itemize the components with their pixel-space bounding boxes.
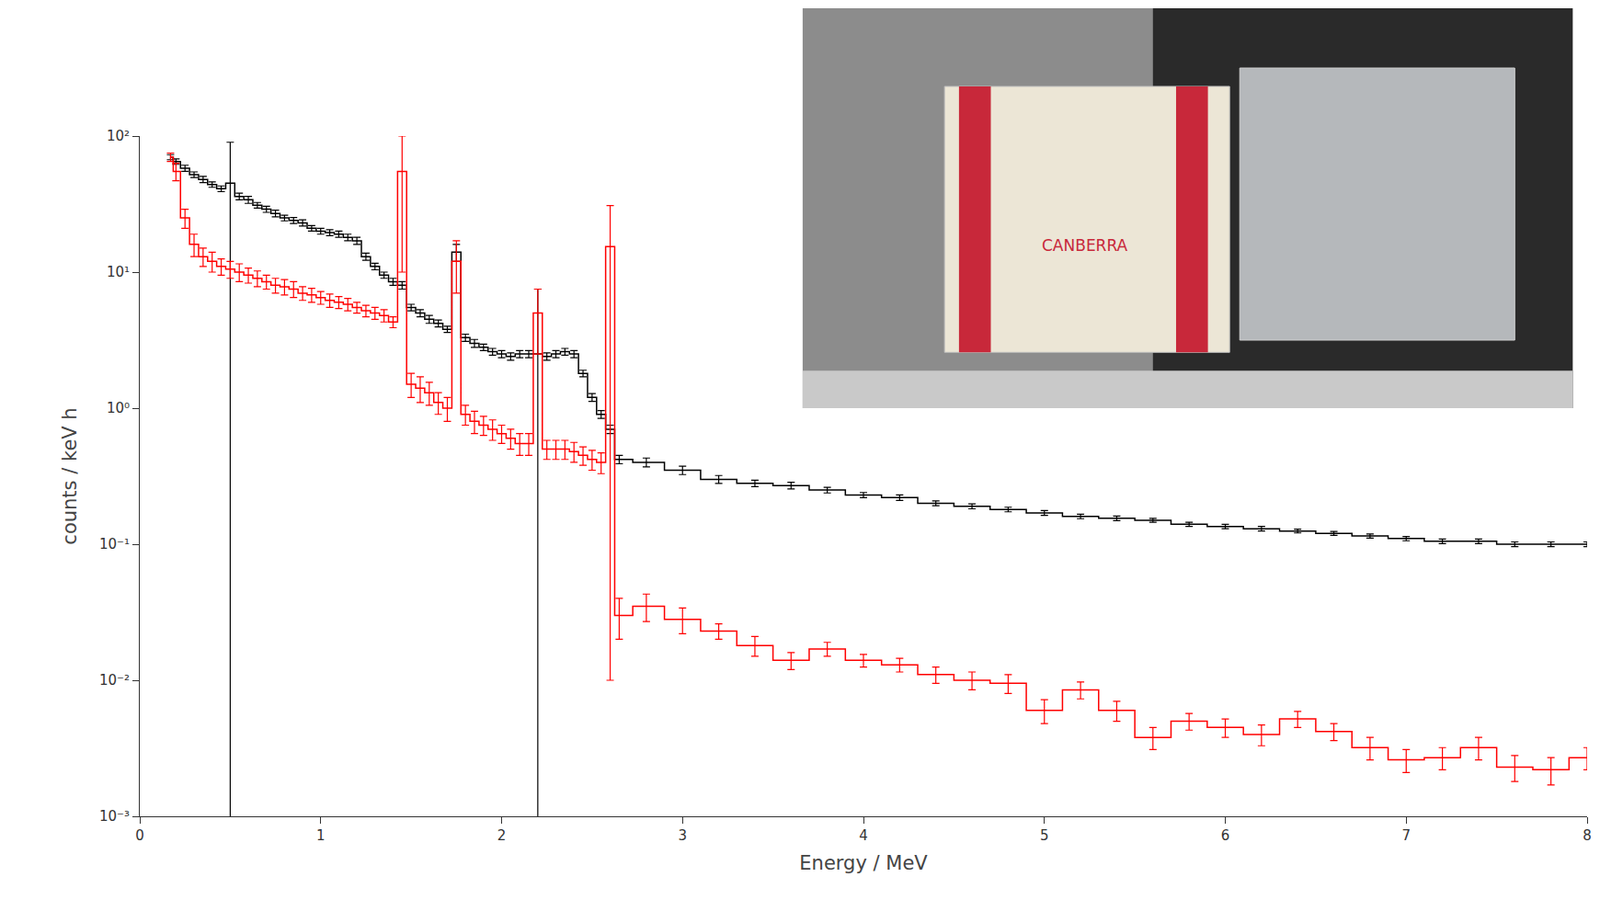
svg-text:10²: 10²: [106, 127, 130, 145]
svg-text:10⁻¹: 10⁻¹: [99, 536, 130, 553]
svg-text:2: 2: [497, 827, 507, 845]
svg-text:3: 3: [677, 827, 687, 845]
svg-text:CANBERRA: CANBERRA: [1041, 236, 1129, 255]
svg-text:10⁻²: 10⁻²: [99, 672, 130, 689]
svg-text:10⁻³: 10⁻³: [99, 808, 130, 825]
svg-text:0: 0: [135, 827, 145, 845]
svg-text:1: 1: [316, 827, 326, 845]
svg-text:4: 4: [858, 827, 869, 845]
svg-text:7: 7: [1401, 827, 1411, 845]
svg-text:8: 8: [1582, 827, 1592, 845]
svg-text:6: 6: [1221, 827, 1231, 845]
svg-text:10¹: 10¹: [106, 263, 130, 281]
svg-text:Energy / MeV: Energy / MeV: [799, 852, 928, 875]
svg-text:5: 5: [1040, 827, 1050, 845]
svg-text:counts / keV h: counts / keV h: [58, 407, 81, 545]
svg-text:10⁰: 10⁰: [106, 400, 130, 417]
